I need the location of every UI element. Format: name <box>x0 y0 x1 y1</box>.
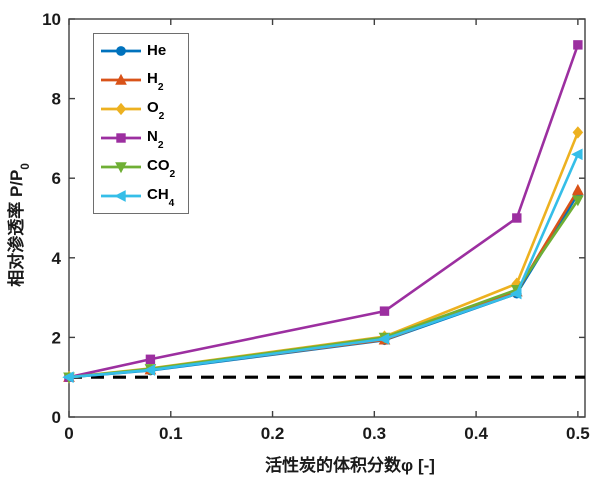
y-axis-label-text: 相对渗透率 P/P <box>7 169 26 287</box>
y-tick-label: 6 <box>52 169 61 188</box>
series-h2 <box>63 183 584 382</box>
legend-item-co2: CO2 <box>100 152 188 181</box>
y-tick-label: 2 <box>52 328 61 347</box>
x-tick-label: 0.4 <box>464 424 488 443</box>
legend-marker-h2-icon <box>101 73 141 85</box>
square-marker <box>379 306 390 316</box>
legend-item-he: He <box>100 36 188 65</box>
triangle-up-marker <box>572 183 584 195</box>
legend-label-he: He <box>147 42 167 59</box>
legend-label-o2: O2 <box>147 98 165 122</box>
axes-box <box>68 18 586 418</box>
square-marker <box>512 213 522 223</box>
legend-item-n2: N2 <box>100 123 188 152</box>
y-tick-label: 8 <box>52 90 61 109</box>
x-tick-label: 0 <box>64 424 73 443</box>
legend-item-o2: O2 <box>100 94 188 123</box>
series-ch4 <box>62 148 583 384</box>
diamond-marker <box>115 102 127 115</box>
triangle-left-marker <box>377 333 390 345</box>
legend-label-co2: CO2 <box>147 156 176 180</box>
legend-label-n2: N2 <box>147 127 164 151</box>
legend-label-ch4: CH4 <box>147 185 175 209</box>
series-he-line <box>68 193 579 379</box>
legend-item-ch4: CH4 <box>100 181 188 210</box>
x-axis-label-text: 活性炭的体积分数φ [-] <box>265 456 435 475</box>
series-he <box>64 189 583 383</box>
square-marker <box>116 132 126 143</box>
triangle-left-marker <box>143 364 156 376</box>
y-tick-label: 4 <box>52 249 62 268</box>
legend-marker-he-icon <box>101 45 141 56</box>
square-marker <box>145 354 156 364</box>
legend-marker-co2-icon <box>101 161 141 173</box>
triangle-down-marker <box>572 195 584 207</box>
x-tick-label: 0.3 <box>363 424 387 443</box>
triangle-up-marker <box>115 73 127 85</box>
legend-item-h2: H2 <box>100 65 188 94</box>
x-tick-label: 0.5 <box>566 424 590 443</box>
legend-marker-o2-icon <box>101 102 141 115</box>
legend-marker-ch4-icon <box>101 189 141 202</box>
x-tick-label: 0.2 <box>261 424 285 443</box>
x-tick-label: 0.1 <box>159 424 183 443</box>
legend-label-h2: H2 <box>147 69 164 93</box>
triangle-down-marker <box>115 161 127 173</box>
circle-marker <box>116 45 126 56</box>
y-axis-label: 相对渗透率 P/P0 <box>2 75 32 375</box>
triangle-left-marker <box>510 287 522 300</box>
square-marker <box>573 40 583 50</box>
y-tick-label: 10 <box>42 10 61 29</box>
triangle-left-marker <box>62 371 74 384</box>
diamond-marker <box>572 126 584 139</box>
legend-marker-n2-icon <box>101 132 141 143</box>
triangle-left-marker <box>571 148 583 161</box>
y-tick-label: 0 <box>52 408 61 427</box>
triangle-left-marker <box>114 189 126 202</box>
x-axis-label: 活性炭的体积分数φ [-] <box>190 453 510 479</box>
y-axis-label-subscript: 0 <box>20 163 33 170</box>
chart-legend: He H2 O2 N2 CO2 CH4 <box>93 33 189 214</box>
